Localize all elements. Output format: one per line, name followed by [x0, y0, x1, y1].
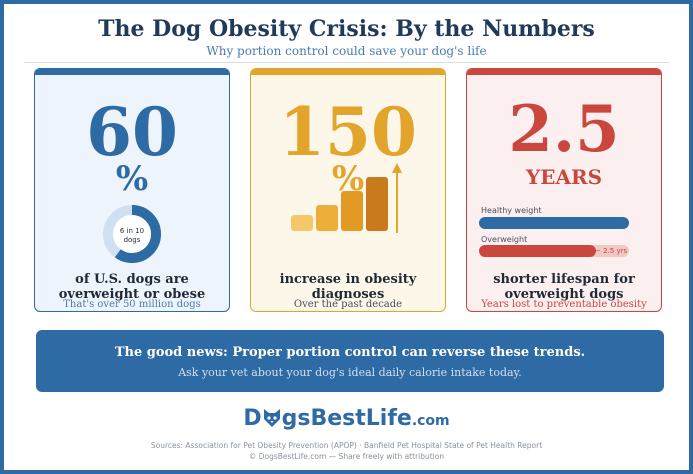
brand-logo[interactable]: D gsBestLife.com: [4, 406, 689, 431]
brand-text-rest: gsBestLife: [281, 406, 412, 431]
caption-line2: overweight or obese: [58, 287, 206, 302]
stat-note: Years lost to preventable obesity: [481, 299, 647, 310]
stat-value: 150: [279, 93, 417, 171]
stat-value: 60: [86, 93, 178, 171]
stat-card-obesity-increase: 150 % increase in obesity diagnoses Over…: [250, 68, 446, 312]
stat-card-overweight-dogs: 60 % 6 in 10 dogs of U.S. dogs are overw…: [34, 68, 230, 312]
donut-hole: [113, 215, 151, 253]
card-accent-bar: [35, 69, 229, 75]
stat-note: That's over 50 million dogs: [63, 299, 201, 310]
stat-unit: YEARS: [525, 165, 603, 189]
stat-caption: increase in obesity diagnoses: [251, 272, 445, 302]
banner-headline: The good news: Proper portion control ca…: [114, 345, 586, 360]
donut-chart-icon: 6 in 10 dogs: [103, 205, 161, 263]
donut-label-line1: 6 in 10: [120, 227, 144, 235]
overweight-label: Overweight: [481, 235, 528, 244]
donut-fill: [103, 205, 161, 263]
stat-caption: shorter lifespan for overweight dogs: [467, 272, 661, 302]
donut-label-line2: dogs: [124, 236, 141, 244]
overweight-lifespan-bar: [479, 245, 596, 257]
stat-caption: of U.S. dogs are overweight or obese: [35, 272, 229, 302]
healthy-lifespan-bar: [479, 217, 629, 229]
stat-value: 2.5: [508, 92, 620, 167]
caption-line1: of U.S. dogs are: [75, 272, 189, 287]
header-divider: [24, 62, 669, 63]
stat-unit: %: [115, 159, 149, 199]
growth-bar-4: [366, 177, 388, 231]
card-accent-bar: [251, 69, 445, 75]
caption-line1: shorter lifespan for: [493, 272, 635, 287]
caption-line2: overweight dogs: [504, 287, 624, 302]
growth-arrow-head: [392, 163, 402, 173]
stat-card-lifespan: 2.5 YEARS Healthy weight Overweight − 2.…: [466, 68, 662, 312]
growth-bar-3: [341, 191, 363, 231]
page-subtitle: Why portion control could save your dog'…: [206, 44, 487, 58]
brand-tld: .com: [411, 413, 450, 429]
caption-line1: increase in obesity: [279, 272, 417, 287]
banner-subtext: Ask your vet about your dog's ideal dail…: [178, 366, 522, 379]
page-title: The Dog Obesity Crisis: By the Numbers: [98, 16, 595, 42]
brand-text-start: D: [243, 406, 262, 431]
good-news-banner: The good news: Proper portion control ca…: [36, 330, 664, 392]
growth-bar-1: [291, 215, 313, 231]
overweight-lifespan-track: [479, 245, 629, 257]
dog-face-icon: [263, 409, 280, 427]
growth-bar-2: [316, 205, 338, 231]
copyright-line: © DogsBestLife.com — Share freely with a…: [248, 452, 445, 461]
healthy-weight-label: Healthy weight: [481, 206, 542, 215]
growth-bars-icon: [291, 163, 402, 233]
caption-line2: diagnoses: [311, 287, 385, 302]
sources-line: Sources: Association for Pet Obesity Pre…: [150, 441, 543, 450]
card-accent-bar: [467, 69, 661, 75]
years-lost-label: − 2.5 yrs: [595, 247, 628, 255]
stat-note: Over the past decade: [293, 299, 403, 310]
